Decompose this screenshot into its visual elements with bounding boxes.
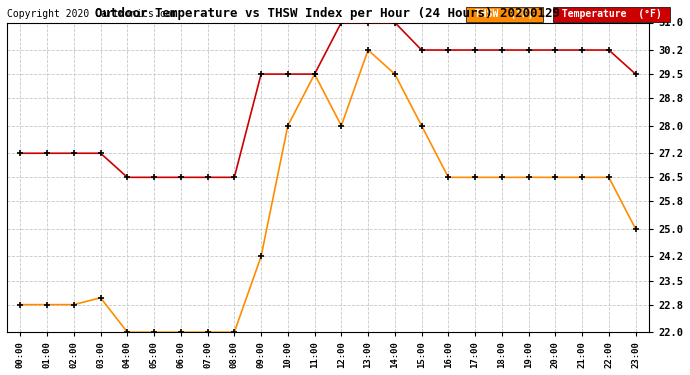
Text: Copyright 2020 Cartronics.com: Copyright 2020 Cartronics.com [7,9,177,20]
Text: THSW  (°F): THSW (°F) [469,9,540,20]
Title: Outdoor Temperature vs THSW Index per Hour (24 Hours) 20200129: Outdoor Temperature vs THSW Index per Ho… [95,7,560,20]
Text: Temperature  (°F): Temperature (°F) [556,9,667,20]
